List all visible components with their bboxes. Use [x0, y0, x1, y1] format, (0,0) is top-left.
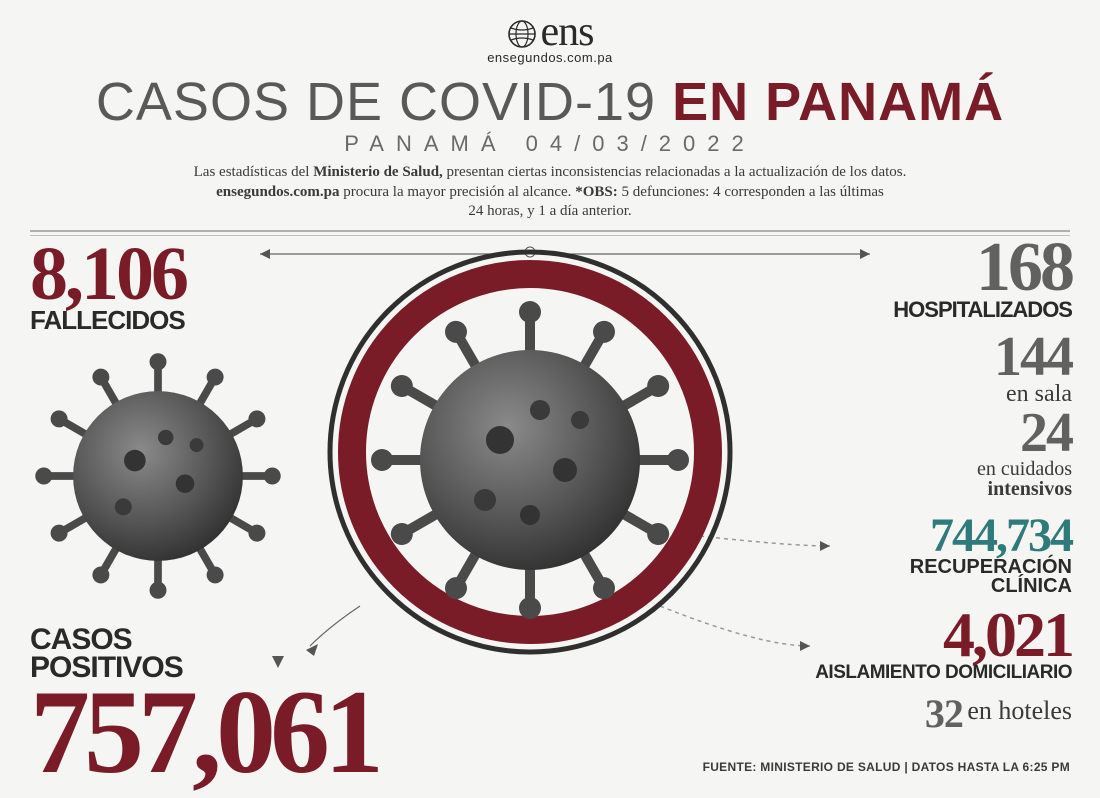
- stat-sala: 144 en sala: [994, 332, 1072, 406]
- brand-url: ensegundos.com.pa: [0, 50, 1100, 65]
- stat-hoteles: 32 en hoteles: [925, 696, 1072, 733]
- hosp-label: HOSPITALIZADOS: [893, 300, 1072, 320]
- fallecidos-value: 8,106: [30, 240, 207, 310]
- uci-label1: en cuidados: [977, 459, 1072, 479]
- rec-label1: RECUPERACIÓN: [910, 558, 1072, 577]
- stat-positivos: CASOS POSITIVOS 757,061: [30, 626, 378, 787]
- rec-value: 744,734: [910, 514, 1072, 558]
- aisl-value: 4,021: [815, 606, 1072, 665]
- disclaimer-note: Las estadísticas del Ministerio de Salud…: [0, 157, 1100, 222]
- headline: CASOS DE COVID-19 EN PANAMÁ: [0, 71, 1100, 133]
- positivos-value: 757,061: [30, 677, 378, 787]
- uci-value: 24: [977, 408, 1072, 460]
- aisl-label: AISLAMIENTO DOMICILIARIO: [815, 664, 1072, 681]
- sala-value: 144: [994, 332, 1072, 384]
- uci-label2: intensivos: [977, 479, 1072, 499]
- brand-block: ens ensegundos.com.pa: [0, 0, 1100, 65]
- hotel-value: 32: [925, 691, 963, 736]
- stat-aislamiento: 4,021 AISLAMIENTO DOMICILIARIO: [815, 606, 1072, 682]
- stat-recuperacion: 744,734 RECUPERACIÓN CLÍNICA: [910, 514, 1072, 596]
- infographic-canvas: 8,106 FALLECIDOS CASOS POSITIVOS 757,061…: [0, 236, 1100, 776]
- virus-icon-small: [28, 346, 288, 606]
- sub-date: PANAMÁ 04/03/2022: [0, 131, 1100, 157]
- fallecidos-label: FALLECIDOS: [30, 309, 185, 333]
- brand-text: ens: [541, 9, 594, 55]
- rec-label2: CLÍNICA: [910, 577, 1072, 596]
- stat-hospitalizados: 168 HOSPITALIZADOS: [893, 236, 1072, 321]
- hosp-value: 168: [893, 236, 1072, 300]
- virus-icon-large: [370, 300, 690, 620]
- hotel-label: en hoteles: [967, 696, 1072, 725]
- headline-pre: CASOS DE COVID-19: [96, 72, 672, 132]
- stat-uci: 24 en cuidados intensivos: [977, 408, 1072, 500]
- stat-fallecidos: 8,106 FALLECIDOS: [30, 240, 207, 334]
- globe-icon: [507, 12, 537, 42]
- brand-name: ens: [0, 8, 1100, 56]
- headline-accent: EN PANAMÁ: [672, 72, 1004, 132]
- source-line: FUENTE: MINISTERIO DE SALUD | DATOS HAST…: [703, 760, 1070, 774]
